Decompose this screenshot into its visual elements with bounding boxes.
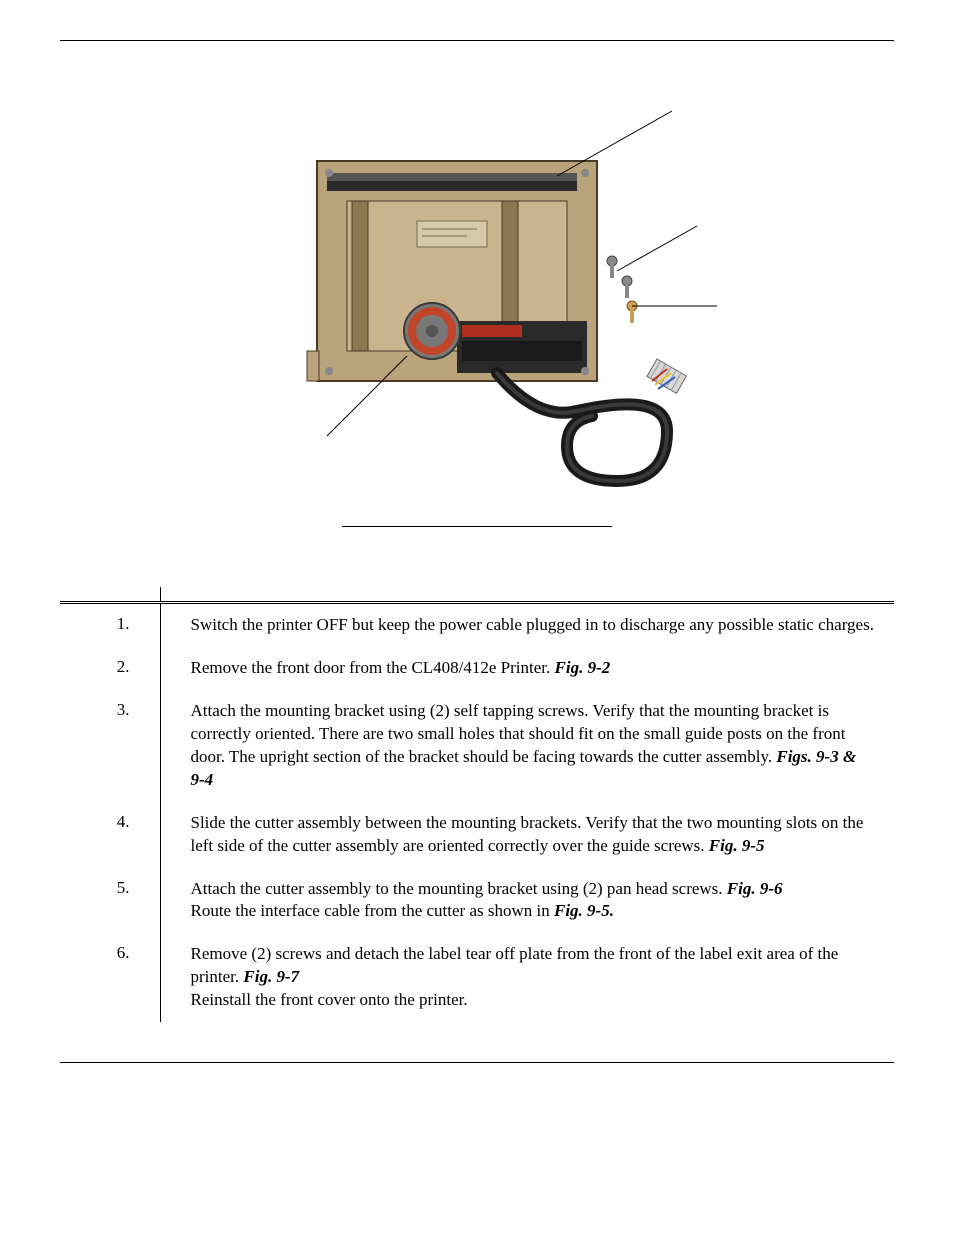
step-row: 3. Attach the mounting bracket using (2) …: [60, 690, 894, 802]
step-number: 5.: [60, 868, 160, 934]
step-text-fragment: Remove the front door from the CL408/412…: [191, 658, 555, 677]
figure-reference: Fig. 9-5: [709, 836, 765, 855]
step-text: Attach the mounting bracket using (2) se…: [160, 690, 894, 802]
page-bottom-rule: [60, 1062, 894, 1063]
step-text: Remove (2) screws and detach the label t…: [160, 933, 894, 1022]
steps-table-wrap: 1. Switch the printer OFF but keep the po…: [60, 587, 894, 1022]
figure-caption-rule: [342, 526, 612, 527]
step-text-fragment: Switch the printer OFF but keep the powe…: [191, 615, 874, 634]
step-row: 4.Slide the cutter assembly between the …: [60, 802, 894, 868]
figure-reference: Fig. 9-5.: [554, 901, 614, 920]
step-number: 3.: [60, 690, 160, 802]
figure-reference: Fig. 9-2: [555, 658, 611, 677]
step-row: 6.Remove (2) screws and detach the label…: [60, 933, 894, 1022]
step-number: 4.: [60, 802, 160, 868]
step-text: Remove the front door from the CL408/412…: [160, 647, 894, 690]
step-text: Attach the cutter assembly to the mounti…: [160, 868, 894, 934]
figure-reference: Fig. 9-6: [727, 879, 783, 898]
step-number: 6.: [60, 933, 160, 1022]
step-text-fragment: Route the interface cable from the cutte…: [191, 901, 554, 920]
figure-reference: Fig. 9-7: [243, 967, 299, 986]
step-text-fragment: Attach the cutter assembly to the mounti…: [191, 879, 727, 898]
step-row: 5. Attach the cutter assembly to the moun…: [60, 868, 894, 934]
steps-table: 1. Switch the printer OFF but keep the po…: [60, 587, 894, 1022]
step-text: Slide the cutter assembly between the mo…: [160, 802, 894, 868]
figure-container: [60, 81, 894, 527]
step-number: 2.: [60, 647, 160, 690]
step-text: Switch the printer OFF but keep the powe…: [160, 604, 894, 647]
step-row: 1. Switch the printer OFF but keep the po…: [60, 604, 894, 647]
step-text-fragment: Attach the mounting bracket using (2) se…: [191, 701, 846, 766]
cutter-assembly-diagram: [197, 81, 757, 501]
steps-header-row: [60, 587, 894, 601]
step-row: 2. Remove the front door from the CL408/4…: [60, 647, 894, 690]
page-top-rule: [60, 40, 894, 41]
step-number: 1.: [60, 604, 160, 647]
step-text-fragment: Reinstall the front cover onto the print…: [191, 990, 468, 1009]
